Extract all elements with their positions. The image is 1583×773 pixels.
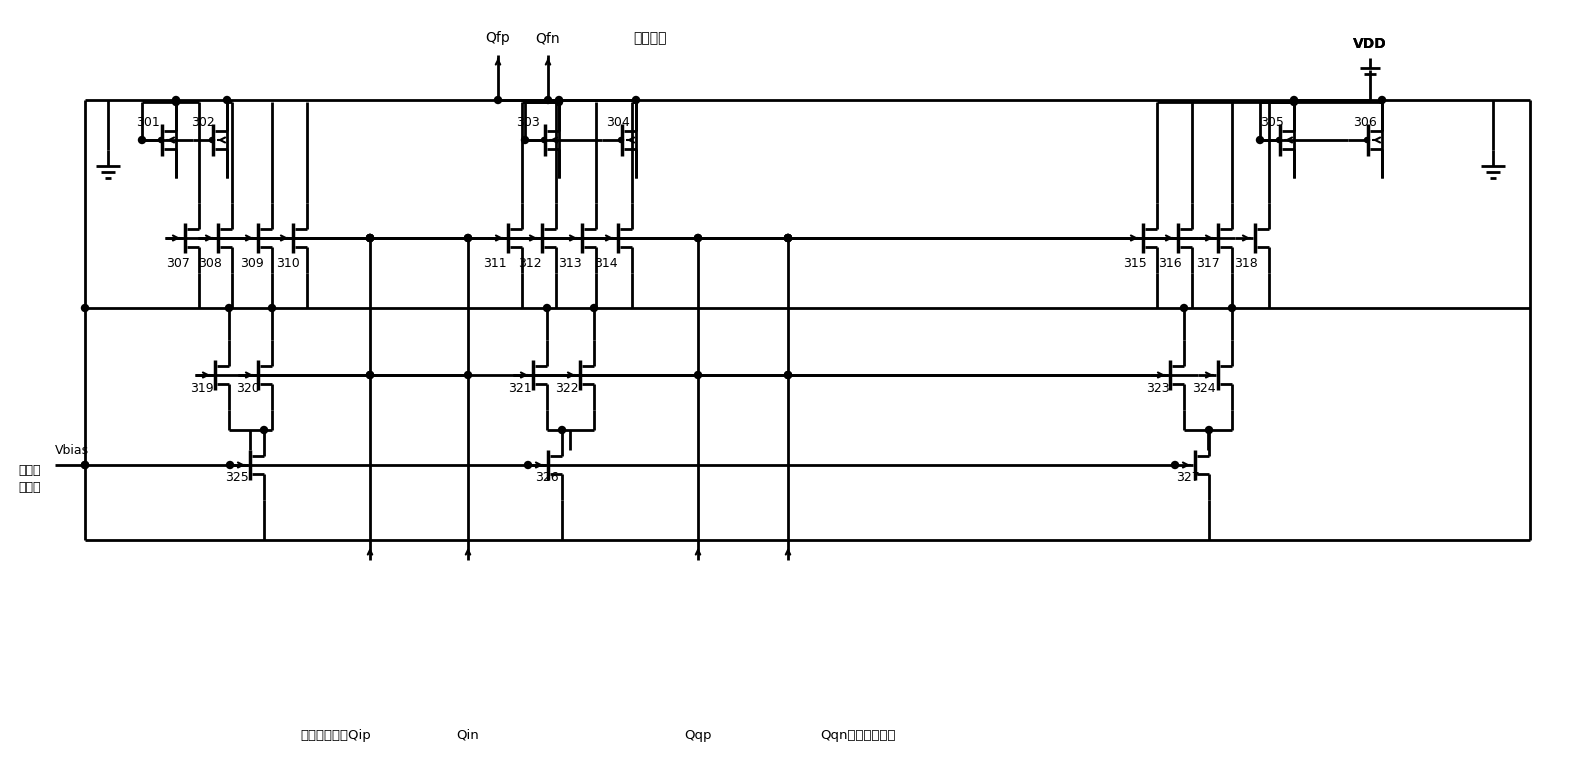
Circle shape: [494, 97, 502, 104]
Text: 314: 314: [594, 257, 617, 270]
Circle shape: [81, 461, 89, 468]
Circle shape: [464, 234, 472, 241]
Circle shape: [556, 97, 562, 104]
Circle shape: [556, 98, 562, 105]
Text: 327: 327: [1176, 471, 1200, 483]
Text: Qfn: Qfn: [535, 31, 560, 45]
Text: 318: 318: [1235, 257, 1258, 270]
Circle shape: [695, 234, 701, 241]
Circle shape: [1206, 427, 1213, 434]
Text: 303: 303: [516, 115, 540, 128]
Text: 302: 302: [192, 115, 215, 128]
Text: 310: 310: [275, 257, 299, 270]
Text: 312: 312: [518, 257, 541, 270]
Text: 311: 311: [483, 257, 507, 270]
Circle shape: [173, 97, 179, 104]
Text: VDD: VDD: [1353, 37, 1387, 51]
Circle shape: [226, 461, 234, 468]
Circle shape: [1276, 138, 1282, 142]
Text: 317: 317: [1197, 257, 1220, 270]
Text: Qin: Qin: [456, 728, 480, 741]
Text: VDD: VDD: [1353, 37, 1387, 51]
Text: 305: 305: [1260, 115, 1284, 128]
Text: 308: 308: [198, 257, 222, 270]
Circle shape: [269, 305, 275, 312]
Circle shape: [524, 461, 532, 468]
Circle shape: [138, 137, 146, 144]
Text: 306: 306: [1353, 115, 1377, 128]
Circle shape: [785, 234, 792, 241]
Circle shape: [785, 372, 792, 379]
Text: 323: 323: [1146, 382, 1170, 394]
Circle shape: [464, 234, 472, 241]
Circle shape: [695, 372, 701, 379]
Circle shape: [1379, 97, 1385, 104]
Circle shape: [695, 234, 701, 241]
Circle shape: [367, 234, 374, 241]
Text: （同相输入）Qip: （同相输入）Qip: [301, 728, 370, 741]
Circle shape: [81, 461, 89, 468]
Text: 307: 307: [166, 257, 190, 270]
Text: 313: 313: [559, 257, 583, 270]
Text: 电压）: 电压）: [17, 481, 41, 493]
Circle shape: [225, 305, 233, 312]
Circle shape: [367, 234, 374, 241]
Text: 301: 301: [136, 115, 160, 128]
Circle shape: [543, 305, 551, 312]
Text: 322: 322: [556, 382, 579, 394]
Circle shape: [521, 137, 529, 144]
Circle shape: [173, 98, 179, 105]
Circle shape: [545, 97, 551, 104]
Circle shape: [367, 234, 374, 241]
Text: 304: 304: [606, 115, 630, 128]
Circle shape: [1290, 98, 1298, 105]
Circle shape: [785, 372, 792, 379]
Circle shape: [619, 138, 624, 142]
Text: 316: 316: [1159, 257, 1183, 270]
Circle shape: [1181, 305, 1187, 312]
Circle shape: [1257, 137, 1263, 144]
Circle shape: [367, 372, 374, 379]
Text: 324: 324: [1192, 382, 1216, 394]
Text: 309: 309: [241, 257, 264, 270]
Circle shape: [785, 234, 792, 241]
Text: （偏置: （偏置: [17, 464, 41, 476]
Text: 315: 315: [1122, 257, 1146, 270]
Circle shape: [1171, 461, 1178, 468]
Text: 325: 325: [225, 471, 249, 483]
Circle shape: [1290, 97, 1298, 104]
Text: Qqn（正交输入）: Qqn（正交输入）: [820, 728, 896, 741]
Text: Qqp: Qqp: [684, 728, 712, 741]
Circle shape: [785, 234, 792, 241]
Circle shape: [367, 372, 374, 379]
Text: 319: 319: [190, 382, 214, 394]
Circle shape: [261, 427, 268, 434]
Text: （输出）: （输出）: [633, 31, 666, 45]
Circle shape: [1228, 305, 1235, 312]
Circle shape: [464, 372, 472, 379]
Circle shape: [633, 97, 640, 104]
Circle shape: [559, 427, 565, 434]
Text: 320: 320: [236, 382, 260, 394]
Circle shape: [541, 138, 546, 142]
Circle shape: [367, 234, 374, 241]
Text: Vbias: Vbias: [55, 444, 89, 457]
Text: Qfp: Qfp: [486, 31, 510, 45]
Circle shape: [209, 138, 215, 142]
Circle shape: [223, 97, 231, 104]
Circle shape: [785, 234, 792, 241]
Text: 326: 326: [535, 471, 559, 483]
Text: 321: 321: [508, 382, 532, 394]
Circle shape: [81, 305, 89, 312]
Circle shape: [158, 138, 163, 142]
Circle shape: [590, 305, 597, 312]
Circle shape: [1365, 138, 1369, 142]
